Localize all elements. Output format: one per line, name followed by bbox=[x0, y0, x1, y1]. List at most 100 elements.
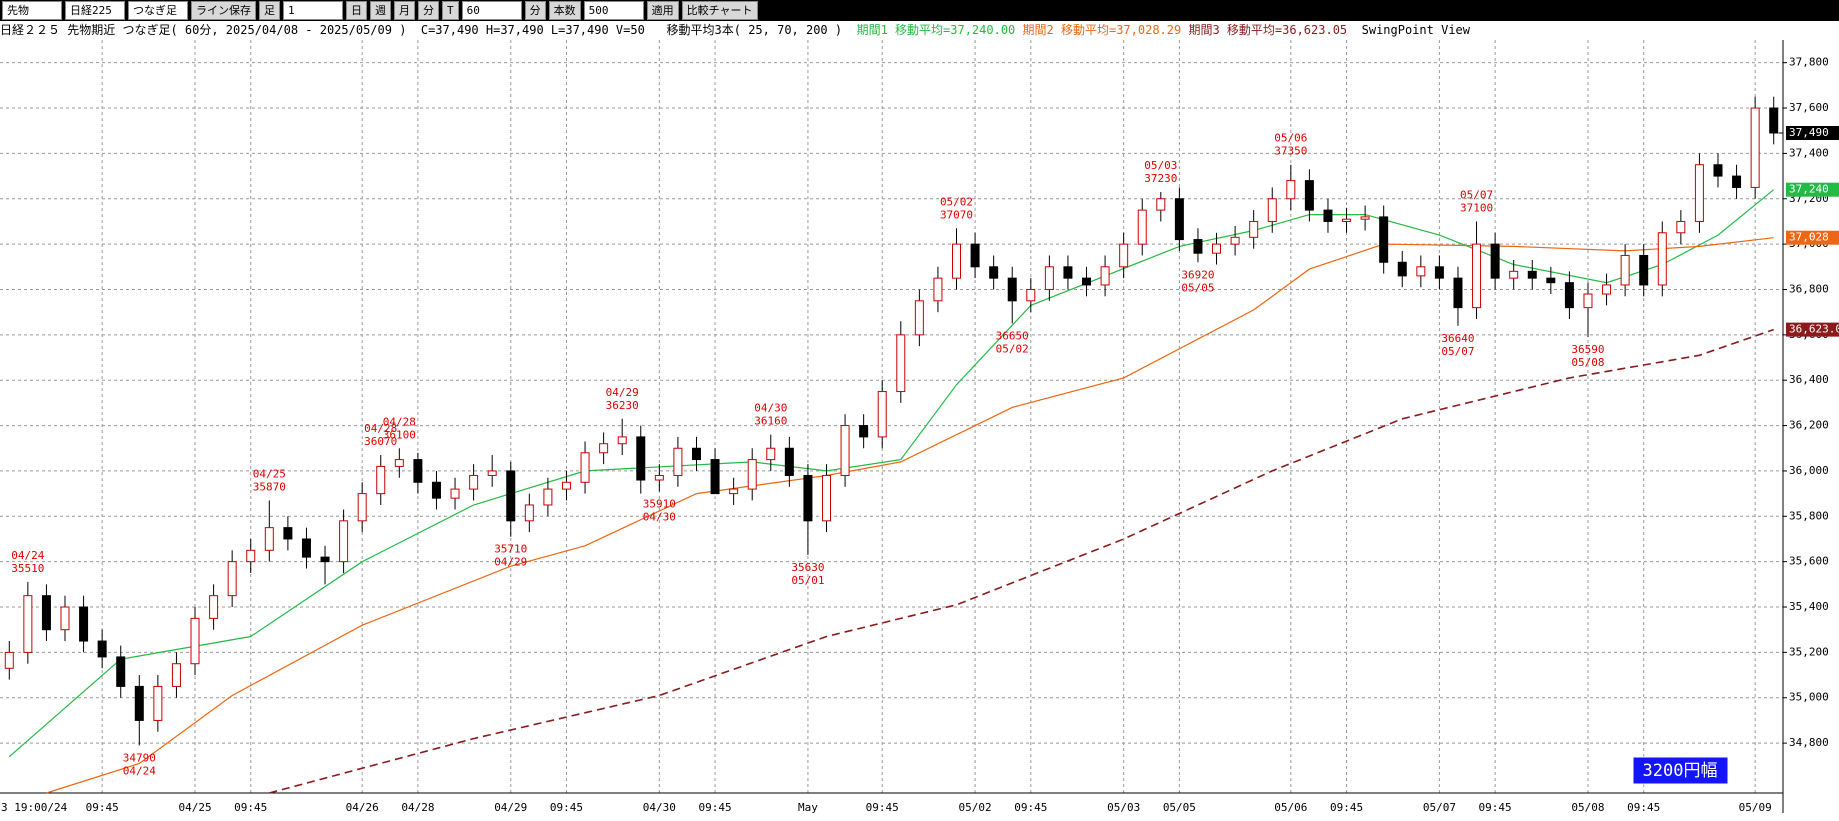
candle-body bbox=[153, 685, 163, 721]
y-tick-label: 35,800 bbox=[1789, 509, 1829, 522]
candle-body bbox=[283, 527, 293, 540]
candle-body bbox=[134, 685, 144, 721]
candle-body bbox=[41, 595, 51, 631]
compare-button[interactable]: 比較チャート bbox=[681, 1, 758, 20]
candle-body bbox=[914, 300, 924, 336]
candle-body bbox=[1453, 277, 1463, 309]
candle-body bbox=[1212, 243, 1222, 254]
swing-date: 04/28 bbox=[364, 422, 397, 435]
x-tick-label: 09:45 bbox=[550, 801, 583, 814]
candle-body bbox=[970, 243, 980, 268]
month-button[interactable]: 月 bbox=[394, 1, 415, 20]
legend: 期間1 移動平均=37,240.00 期間2 移動平均=37,028.29 期間… bbox=[857, 23, 1355, 37]
swing-price: 36160 bbox=[754, 415, 787, 428]
x-tick-label: 05/02 bbox=[959, 801, 992, 814]
x-tick-label: 05/08 bbox=[1571, 801, 1604, 814]
candle-body bbox=[859, 425, 869, 438]
interval-input[interactable]: 60 bbox=[461, 1, 522, 20]
candle-body bbox=[543, 488, 553, 506]
y-tick-label: 36,800 bbox=[1789, 282, 1829, 295]
swing-date: 04/29 bbox=[494, 556, 527, 569]
swing-price: 37070 bbox=[940, 208, 973, 221]
ma-tag: 37,240 bbox=[1789, 183, 1829, 196]
y-tick-label: 35,200 bbox=[1789, 645, 1829, 658]
swing-date: 04/25 bbox=[253, 467, 286, 480]
candle-body bbox=[487, 470, 497, 476]
count-input[interactable]: 500 bbox=[583, 1, 644, 20]
swing-price: 36100 bbox=[383, 428, 416, 441]
candle-body bbox=[1416, 266, 1426, 277]
week-button[interactable]: 週 bbox=[370, 1, 391, 20]
swing-price: 35710 bbox=[494, 543, 527, 556]
candle-body bbox=[524, 504, 534, 522]
candle-body bbox=[1249, 220, 1259, 238]
candle-body bbox=[784, 447, 794, 476]
swing-date: 05/06 bbox=[1274, 132, 1307, 145]
candle-body bbox=[320, 556, 330, 563]
header: 日経２２５ 先物期近 つなぎ足( 60分, 2025/04/08 - 2025/… bbox=[0, 21, 1839, 39]
candle-body bbox=[691, 447, 701, 461]
apply-button[interactable]: 適用 bbox=[646, 1, 679, 20]
candle-body bbox=[1769, 107, 1779, 134]
candle-body bbox=[1044, 266, 1054, 290]
bar-label: 足 bbox=[259, 1, 280, 20]
candle-body bbox=[1174, 198, 1184, 241]
index-select[interactable]: 日経225 bbox=[65, 1, 125, 20]
swing-price: 36590 bbox=[1571, 343, 1604, 356]
ma-tag: 37,028 bbox=[1789, 231, 1829, 244]
y-tick-label: 36,400 bbox=[1789, 373, 1829, 386]
candle-body bbox=[1639, 254, 1649, 286]
candle-body bbox=[654, 474, 664, 481]
candle-body bbox=[1732, 175, 1742, 188]
swing-date: 04/30 bbox=[754, 402, 787, 415]
save-button[interactable]: ライン保存 bbox=[191, 1, 256, 20]
candle-body bbox=[1434, 266, 1444, 279]
mode-select[interactable]: つなぎ足 bbox=[128, 1, 188, 20]
candle-body bbox=[1267, 198, 1277, 222]
x-tick-label: 05/07 bbox=[1423, 801, 1456, 814]
y-tick-label: 36,000 bbox=[1789, 464, 1829, 477]
candle-body bbox=[469, 474, 479, 490]
swing-price: 37350 bbox=[1274, 145, 1307, 158]
ma-tag: 36,623.0 bbox=[1789, 323, 1839, 336]
candle-body bbox=[1546, 277, 1556, 284]
y-tick-label: 36,200 bbox=[1789, 419, 1829, 432]
candle-body bbox=[561, 481, 571, 490]
candle-body bbox=[1657, 232, 1667, 286]
bar-input[interactable]: 1 bbox=[283, 1, 343, 20]
tick-button[interactable]: T bbox=[442, 1, 459, 20]
candle-body bbox=[1472, 243, 1482, 309]
minute-button[interactable]: 分 bbox=[418, 1, 439, 20]
candle-body bbox=[989, 266, 999, 279]
x-tick-label: 09:45 bbox=[1330, 801, 1363, 814]
close-tag-bg bbox=[1786, 125, 1839, 140]
x-tick-label: 04/28 bbox=[401, 801, 434, 814]
moving-average-line bbox=[269, 328, 1774, 794]
swing-date: 04/30 bbox=[643, 510, 676, 523]
candle-body bbox=[1026, 288, 1036, 302]
x-tick-label: 09:45 bbox=[1627, 801, 1660, 814]
y-tick-label: 37,600 bbox=[1789, 101, 1829, 114]
market-select[interactable]: 先物 bbox=[2, 1, 62, 20]
swing-date: 05/02 bbox=[996, 343, 1029, 356]
swing-date: 04/24 bbox=[123, 764, 156, 777]
candle-body bbox=[673, 447, 683, 476]
candle-body bbox=[450, 488, 460, 499]
candle-body bbox=[431, 481, 441, 499]
y-tick-label: 34,800 bbox=[1789, 736, 1829, 749]
toolbar: 先物 日経225 つなぎ足 ライン保存 足 1 日 週 月 分 T 60 分 本… bbox=[0, 0, 1839, 21]
range-badge-bg bbox=[1632, 756, 1729, 785]
candle-body bbox=[599, 443, 609, 454]
candle-body bbox=[1509, 270, 1519, 279]
candle-body bbox=[1360, 216, 1370, 220]
candle-body bbox=[877, 391, 887, 438]
candle-body bbox=[1193, 239, 1203, 254]
candle-body bbox=[190, 617, 200, 665]
x-tick-label: 09:45 bbox=[234, 801, 267, 814]
day-button[interactable]: 日 bbox=[346, 1, 367, 20]
x-tick-label: 04/26 bbox=[346, 801, 379, 814]
x-tick-label: 04/25 bbox=[178, 801, 211, 814]
swing-price: 36650 bbox=[996, 330, 1029, 343]
candle-body bbox=[803, 474, 813, 522]
